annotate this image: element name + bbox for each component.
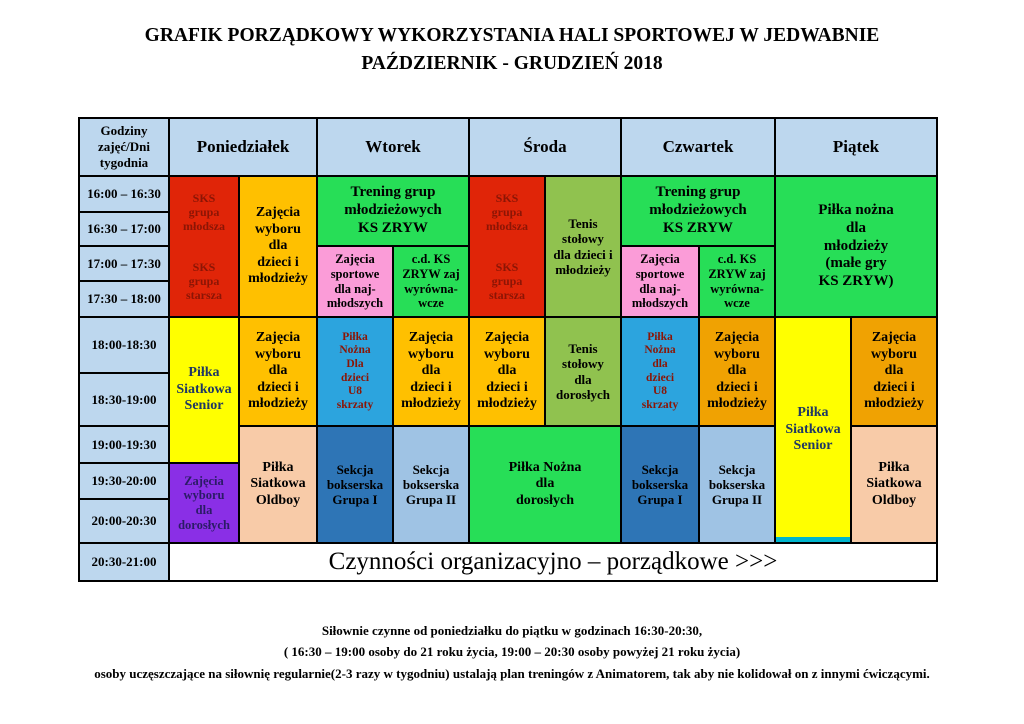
cell-wednesday-zajecia-wyboru: Zajęcia wyboru dla dzieci i młodzieży <box>470 318 544 425</box>
label-siatkowa-senior: Piłka Siatkowa Senior <box>785 405 841 454</box>
cell-tuesday-trening-zryw: Trening grup młodzieżowych KS ZRYW <box>318 177 468 245</box>
footer-line-2: ( 16:30 – 19:00 osoby do 21 roku życia, … <box>283 644 741 660</box>
cell-wednesday-tenis-dorosli: Tenis stołowy dla dorosłych <box>546 318 620 425</box>
cell-monday-zajecia-dorosli: Zajęcia wyboru dla dorosłych <box>170 464 238 542</box>
cell-thursday-zajecia-sportowe: Zajęcia sportowe dla naj- młodszych <box>622 247 698 316</box>
title-line-2: PAŹDZIERNIK - GRUDZIEŃ 2018 <box>361 53 663 75</box>
cell-tuesday-sekcja-1: Sekcja bokserska Grupa I <box>318 427 392 542</box>
day-header-monday: Poniedziałek <box>170 119 316 175</box>
label-sks-starsza: SKS grupa starsza <box>186 260 222 303</box>
cell-thursday-pilka-u8: Piłka Nożna dla dzieci U8 skrzaty <box>622 318 698 425</box>
time-slot-8: 19:30-20:00 <box>80 464 168 498</box>
time-slot-7: 19:00-19:30 <box>80 427 168 462</box>
cell-wednesday-tenis-dzieci: Tenis stołowy dla dzieci i młodzieży <box>546 177 620 316</box>
time-slot-6: 18:30-19:00 <box>80 374 168 425</box>
day-header-wednesday: Środa <box>470 119 620 175</box>
cell-monday-zajecia-wyboru-2: Zajęcia wyboru dla dzieci i młodzieży <box>240 318 316 425</box>
cell-thursday-sekcja-1: Sekcja bokserska Grupa I <box>622 427 698 542</box>
cell-monday-siatkowa-oldboy: Piłka Siatkowa Oldboy <box>240 427 316 542</box>
cell-tuesday-zajecia-sportowe: Zajęcia sportowe dla naj- młodszych <box>318 247 392 316</box>
time-slot-5: 18:00-18:30 <box>80 318 168 372</box>
cell-thursday-sekcja-2: Sekcja bokserska Grupa II <box>700 427 774 542</box>
cell-tuesday-pilka-u8: Piłka Nożna Dla dzieci U8 skrzaty <box>318 318 392 425</box>
cell-thursday-trening-zryw: Trening grup młodzieżowych KS ZRYW <box>622 177 774 245</box>
cell-czynnosci-porzadkowe: Czynności organizacyjno – porządkowe >>> <box>170 544 936 580</box>
cell-friday-siatkowa-senior: Piłka Siatkowa Senior <box>776 318 850 542</box>
cell-wednesday-pilka-dorosli: Piłka Nożna dla dorosłych <box>470 427 620 542</box>
cyan-strip <box>776 537 850 542</box>
cell-tuesday-cd-zryw: c.d. KS ZRYW zaj wyrówna- wcze <box>394 247 468 316</box>
corner-header: Godziny zajęć/Dni tygodnia <box>80 119 168 175</box>
time-slot-10: 20:30-21:00 <box>80 544 168 580</box>
time-slot-4: 17:30 – 18:00 <box>80 282 168 316</box>
cell-tuesday-zajecia-wyboru: Zajęcia wyboru dla dzieci i młodzieży <box>394 318 468 425</box>
day-header-thursday: Czwartek <box>622 119 774 175</box>
cell-monday-sks: SKS grupa młodsza SKS grupa starsza <box>170 177 238 316</box>
label-sks-mlodsza: SKS grupa młodsza <box>486 190 528 233</box>
cell-thursday-zajecia-wyboru: Zajęcia wyboru dla dzieci i młodzieży <box>700 318 774 425</box>
cell-thursday-cd-zryw: c.d. KS ZRYW zaj wyrówna- wcze <box>700 247 774 316</box>
day-header-friday: Piątek <box>776 119 936 175</box>
cell-friday-pilka-mlodziez: Piłka nożna dla młodzieży (małe gry KS Z… <box>776 177 936 316</box>
cell-wednesday-sks: SKS grupa młodsza SKS grupa starsza <box>470 177 544 316</box>
cell-friday-zajecia-wyboru: Zajęcia wyboru dla dzieci i młodzieży <box>852 318 936 425</box>
footer-line-3: osoby uczęszczające na siłownię regularn… <box>94 665 930 681</box>
cell-tuesday-sekcja-2: Sekcja bokserska Grupa II <box>394 427 468 542</box>
schedule-table: Godziny zajęć/Dni tygodnia Poniedziałek … <box>78 117 938 582</box>
label-sks-starsza: SKS grupa starsza <box>489 260 525 303</box>
footer-line-1: Siłownie czynne od poniedziałku do piątk… <box>321 623 703 638</box>
footer-notes: Siłownie czynne od poniedziałku do piątk… <box>0 620 1024 684</box>
time-slot-9: 20:00-20:30 <box>80 500 168 542</box>
time-slot-1: 16:00 – 16:30 <box>80 177 168 211</box>
day-header-tuesday: Wtorek <box>318 119 468 175</box>
cell-monday-siatkowa-senior: Piłka Siatkowa Senior <box>170 318 238 462</box>
time-slot-2: 16:30 – 17:00 <box>80 213 168 245</box>
label-sks-mlodsza: SKS grupa młodsza <box>183 190 225 233</box>
title-line-1: GRAFIK PORZĄDKOWY WYKORZYSTANIA HALI SPO… <box>144 25 880 46</box>
page-title: GRAFIK PORZĄDKOWY WYKORZYSTANIA HALI SPO… <box>0 22 1024 79</box>
time-slot-3: 17:00 – 17:30 <box>80 247 168 280</box>
cell-monday-zajecia-wyboru-1: Zajęcia wyboru dla dzieci i młodzieży <box>240 177 316 316</box>
cell-friday-siatkowa-oldboy: Piłka Siatkowa Oldboy <box>852 427 936 542</box>
